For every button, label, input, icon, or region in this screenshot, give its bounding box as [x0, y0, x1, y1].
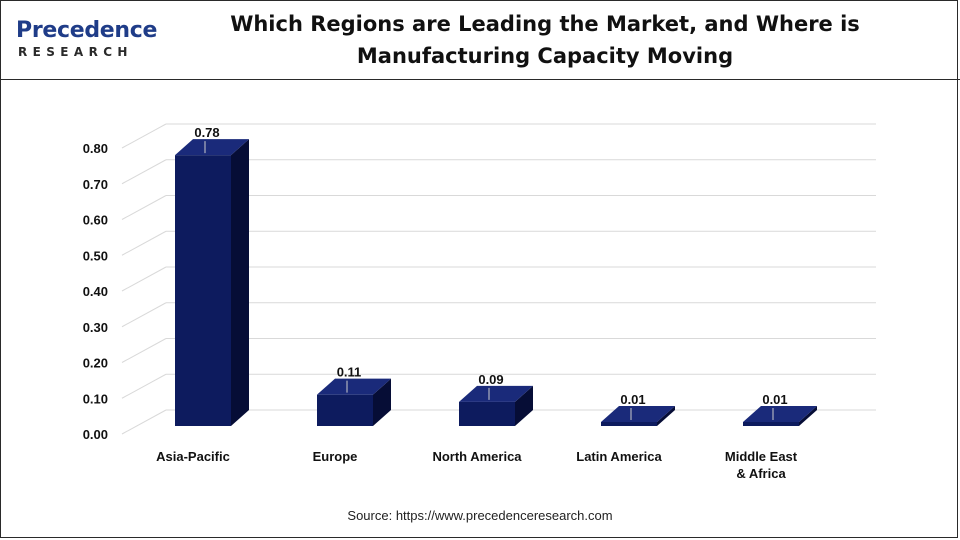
bar — [317, 394, 373, 426]
precedence-research-logo: Precedence RESEARCH — [16, 18, 166, 64]
y-tick-label: 0.60 — [83, 213, 108, 228]
gridline-depth — [121, 266, 167, 292]
y-tick-label: 0.70 — [83, 177, 108, 192]
logo-subtitle: RESEARCH — [18, 45, 133, 59]
bar-side — [799, 406, 817, 426]
bar-side — [657, 406, 675, 426]
source-note: Source: https://www.precedenceresearch.c… — [347, 508, 613, 523]
y-tick-label: 0.20 — [83, 356, 108, 371]
header: Precedence RESEARCH Which Regions are Le… — [0, 0, 960, 80]
data-label: 0.01 — [620, 392, 645, 407]
bar-side — [373, 378, 391, 426]
y-tick-label: 0.50 — [83, 248, 108, 263]
x-category-label: Latin America — [576, 449, 662, 464]
y-tick-label: 0.80 — [83, 141, 108, 156]
y-tick-label: 0.30 — [83, 320, 108, 335]
data-label: 0.01 — [762, 392, 787, 407]
gridline-depth — [121, 302, 167, 328]
x-category-label: Asia-Pacific — [156, 449, 230, 464]
bar-top — [459, 385, 533, 402]
logo-wordmark: Precedence — [16, 18, 158, 43]
gridline-depth — [121, 230, 167, 256]
y-tick-label: 0.00 — [83, 427, 108, 442]
bar-top — [175, 139, 249, 156]
x-category-label: Europe — [313, 449, 358, 464]
gridline-depth — [121, 409, 167, 435]
chart-title: Which Regions are Leading the Market, an… — [230, 12, 860, 68]
gridline-depth — [121, 373, 167, 399]
data-label: 0.78 — [194, 125, 219, 140]
data-label: 0.11 — [337, 365, 362, 380]
bar-side — [231, 139, 249, 426]
x-category-label: North America — [432, 449, 522, 464]
gridline-depth — [121, 123, 167, 149]
bar-top — [743, 406, 817, 422]
bar-top — [601, 406, 675, 422]
bar-top — [317, 378, 391, 395]
gridline-depth — [121, 159, 167, 185]
y-tick-label: 0.10 — [83, 391, 108, 406]
x-category-label: Middle East & Africa — [725, 449, 798, 481]
gridline-depth — [121, 195, 167, 220]
data-label: 0.09 — [478, 372, 503, 387]
bar-side — [515, 385, 533, 426]
bar — [743, 422, 799, 426]
bar — [175, 155, 231, 426]
bar — [601, 422, 657, 426]
bar — [459, 401, 515, 426]
gridline-depth — [121, 338, 167, 363]
y-tick-label: 0.40 — [83, 284, 108, 299]
